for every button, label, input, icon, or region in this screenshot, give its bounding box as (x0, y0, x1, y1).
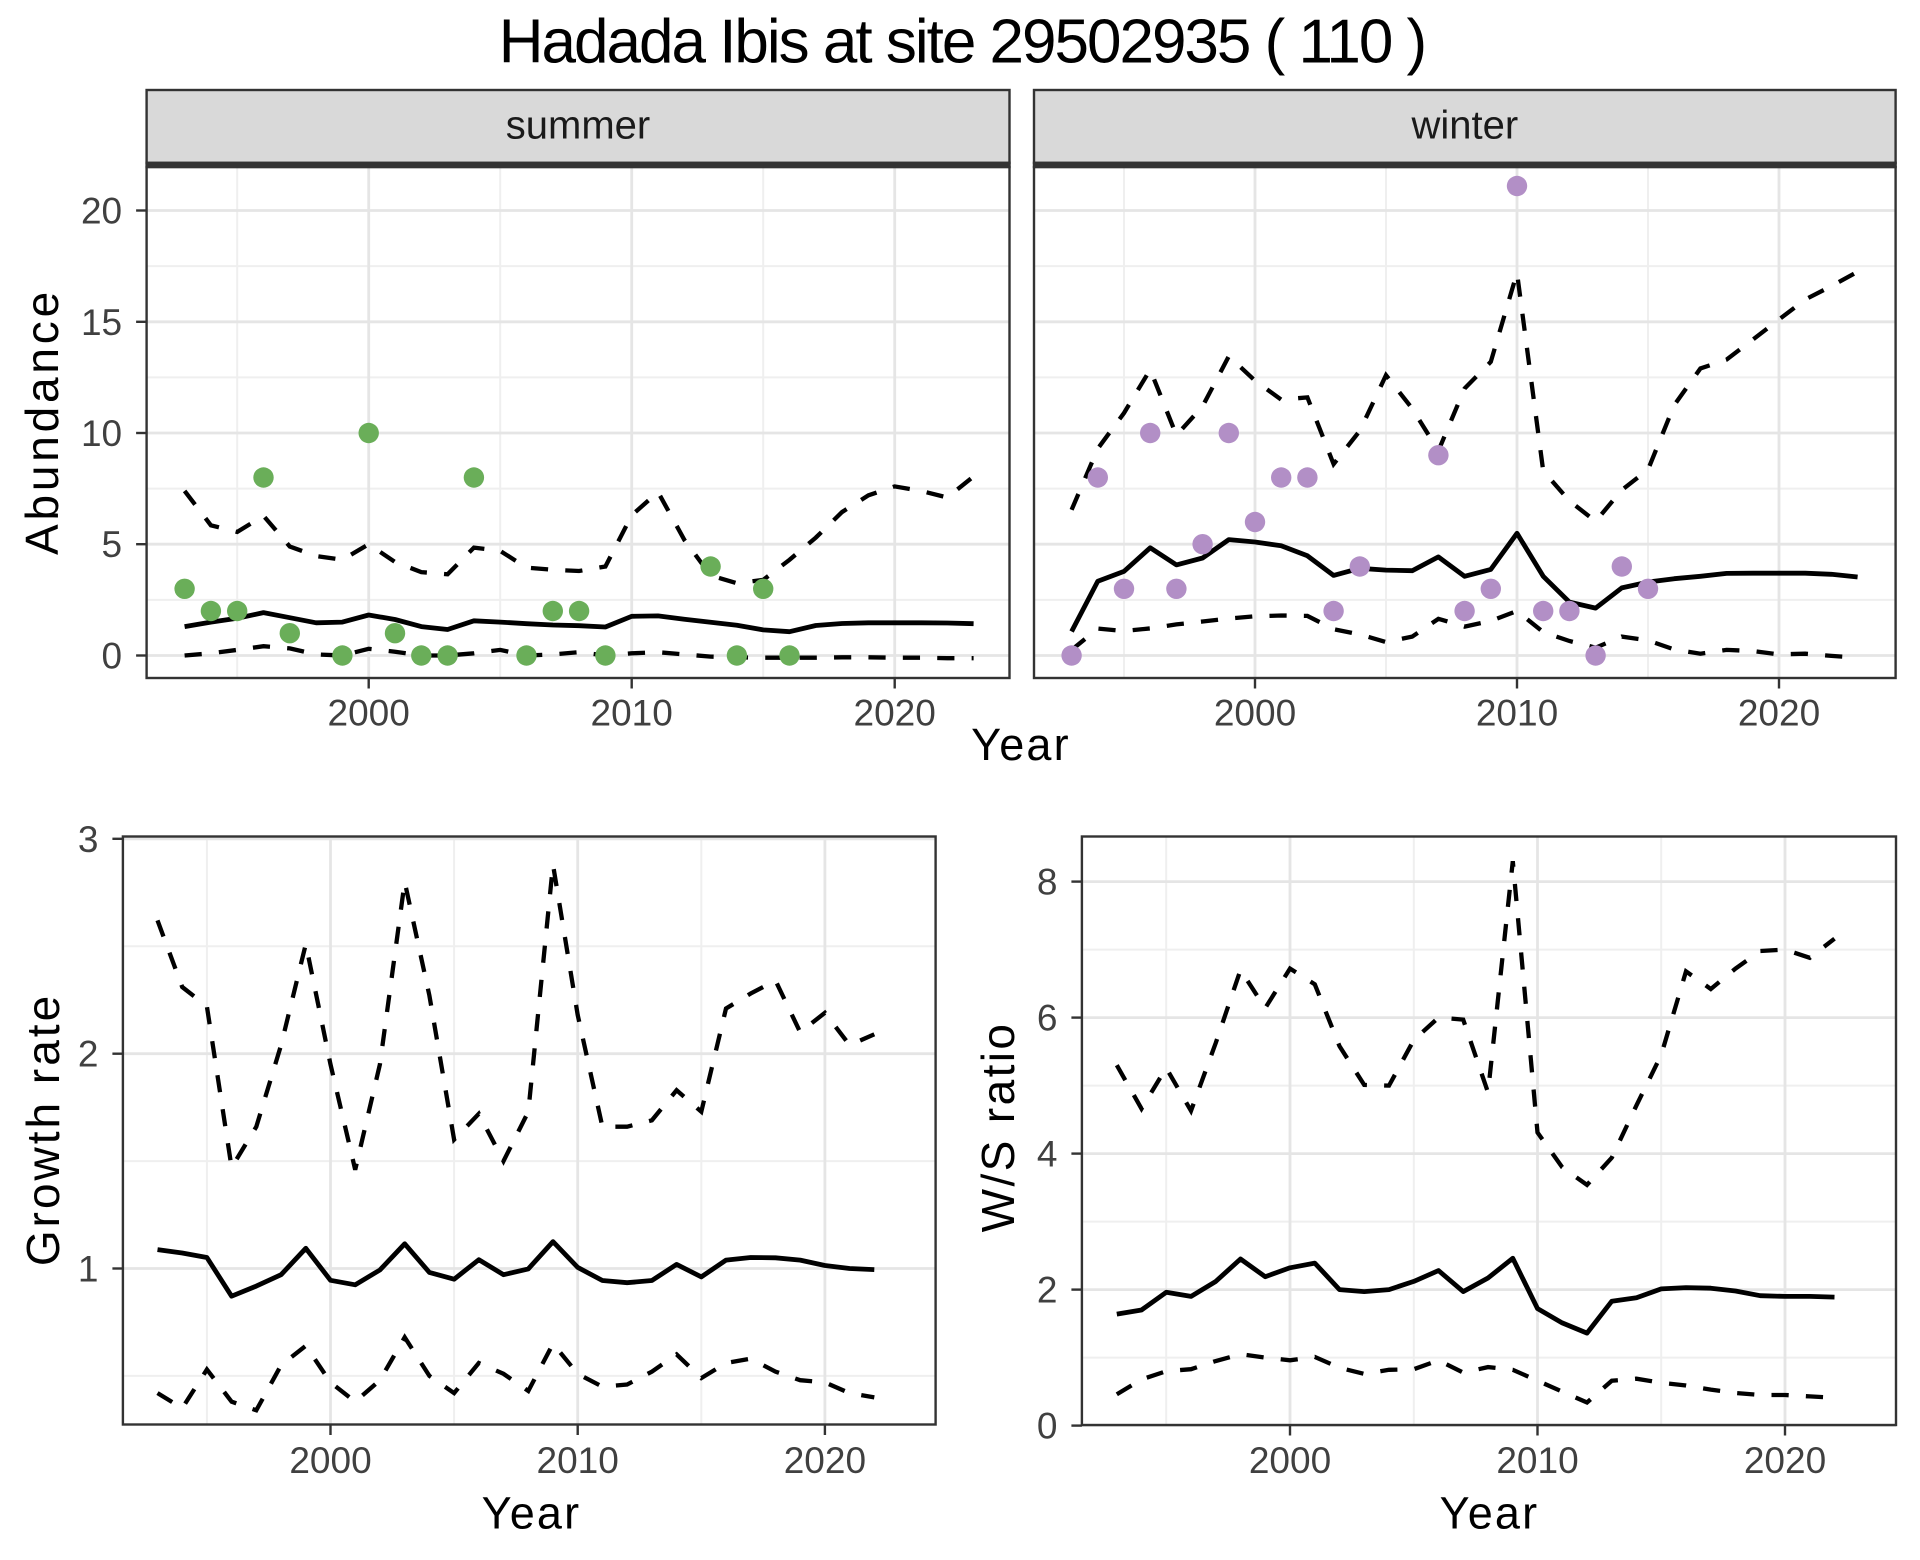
svg-text:2000: 2000 (289, 1440, 371, 1481)
svg-text:Growth rate: Growth rate (17, 993, 69, 1266)
svg-text:2010: 2010 (591, 693, 673, 734)
svg-text:2010: 2010 (1476, 693, 1558, 734)
svg-text:W/S ratio: W/S ratio (972, 1022, 1024, 1233)
svg-text:winter: winter (1410, 104, 1518, 148)
svg-text:summer: summer (506, 104, 650, 148)
svg-text:10: 10 (81, 413, 122, 454)
svg-text:8: 8 (1037, 862, 1058, 903)
svg-text:2020: 2020 (1744, 1440, 1826, 1481)
svg-text:Year: Year (971, 719, 1071, 770)
svg-text:0: 0 (102, 636, 123, 677)
svg-text:2020: 2020 (784, 1440, 866, 1481)
svg-text:6: 6 (1037, 998, 1058, 1039)
svg-text:Year: Year (1440, 1488, 1540, 1539)
svg-text:20: 20 (81, 191, 122, 232)
svg-text:2010: 2010 (537, 1440, 619, 1481)
svg-text:2: 2 (78, 1034, 99, 1075)
svg-text:4: 4 (1037, 1134, 1058, 1175)
svg-text:2010: 2010 (1496, 1440, 1578, 1481)
svg-text:1: 1 (78, 1249, 99, 1290)
svg-text:15: 15 (81, 302, 122, 343)
svg-text:0: 0 (1037, 1406, 1058, 1447)
svg-text:Abundance: Abundance (16, 288, 68, 555)
svg-text:2000: 2000 (1214, 693, 1296, 734)
svg-text:5: 5 (102, 524, 123, 565)
svg-text:2: 2 (1037, 1270, 1058, 1311)
svg-text:2000: 2000 (1249, 1440, 1331, 1481)
svg-text:2020: 2020 (854, 693, 936, 734)
svg-text:Year: Year (482, 1488, 582, 1539)
svg-text:3: 3 (78, 819, 99, 860)
svg-text:2020: 2020 (1738, 693, 1820, 734)
svg-text:Hadada Ibis at site 29502935 (: Hadada Ibis at site 29502935 ( 110 ) (499, 8, 1425, 77)
svg-text:2000: 2000 (328, 693, 410, 734)
